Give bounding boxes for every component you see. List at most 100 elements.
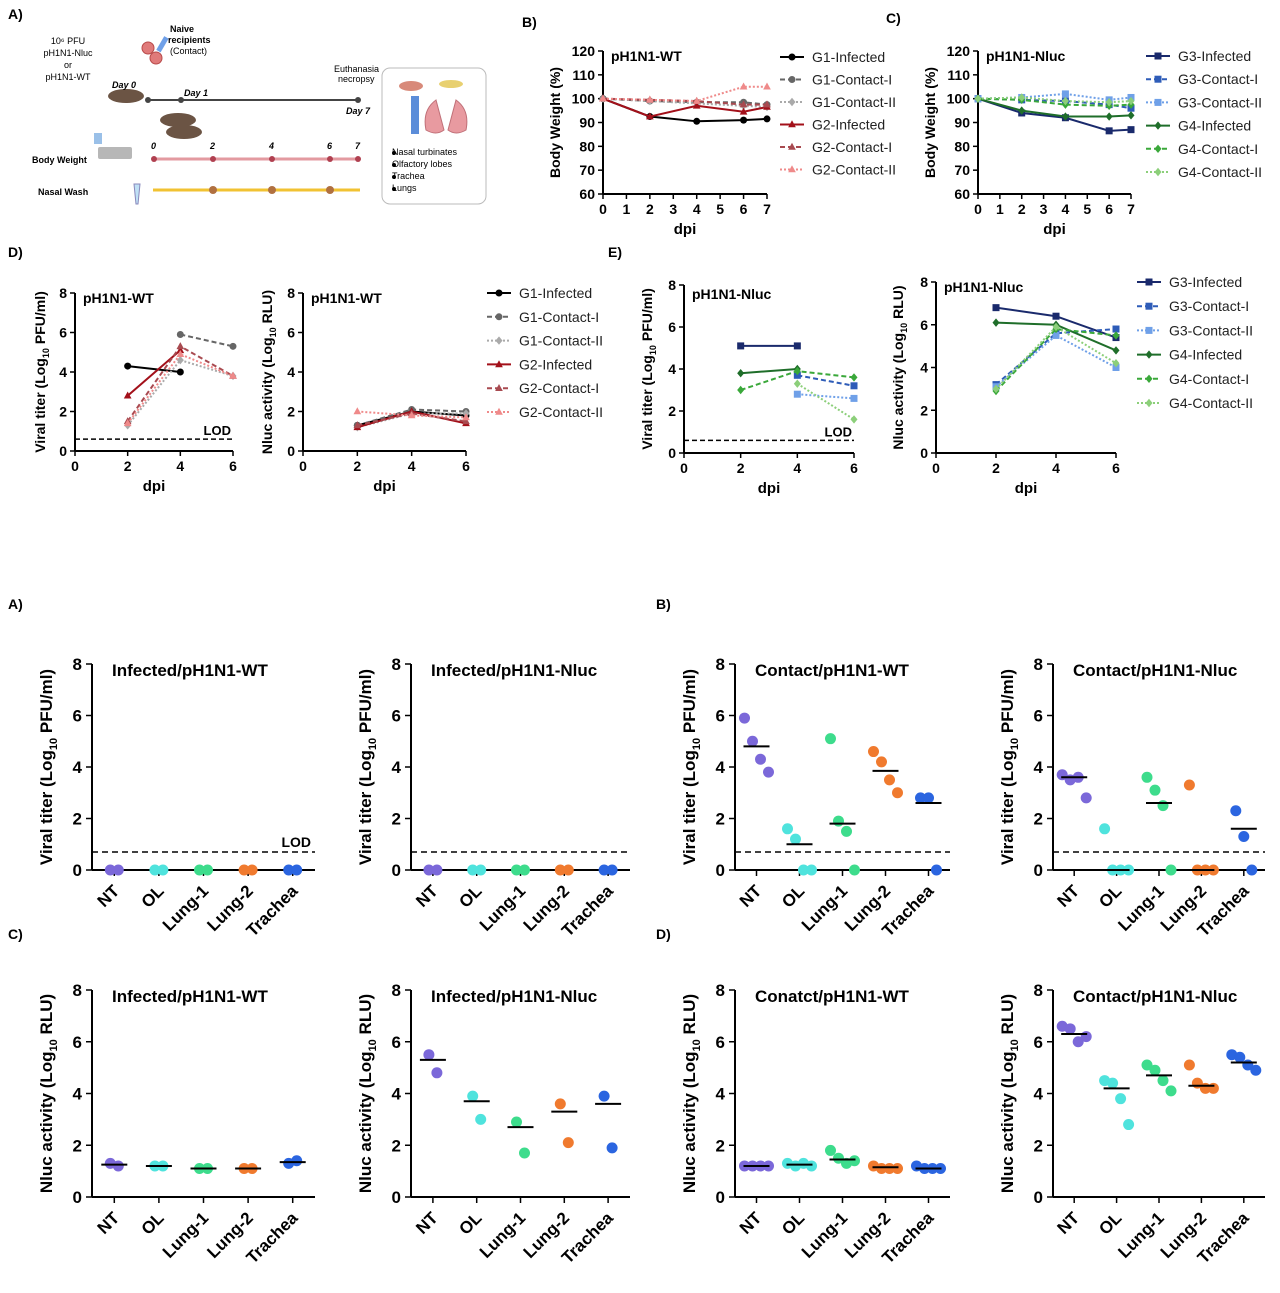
legend-label: G2-Infected (519, 356, 592, 372)
x-tick-label: 0 (299, 458, 307, 474)
data-point (1149, 1064, 1161, 1076)
data-point (1246, 864, 1258, 876)
data-point (123, 391, 132, 399)
naive-label: Naive (170, 24, 195, 34)
y-tick-label: 8 (287, 285, 295, 301)
nasal-wash-dots (209, 186, 334, 194)
x-tick-label: 2 (992, 460, 1000, 476)
y-tick-label: 70 (954, 162, 970, 178)
y-tick-label: 8 (73, 981, 82, 1000)
necropsy-label: necropsy (338, 74, 375, 84)
y-tick-label: 4 (73, 1085, 83, 1104)
y-tick-label: 100 (572, 91, 596, 107)
data-point (850, 382, 858, 390)
data-point (1112, 364, 1120, 371)
y-tick-label: 80 (954, 138, 970, 154)
series-line (995, 325, 1117, 390)
data-point (1157, 800, 1169, 812)
y-tick-label: 4 (716, 1085, 726, 1104)
series-line (977, 96, 1132, 104)
y-axis-label: Viral titer (Log10 PFU/ml) (680, 669, 703, 865)
data-point (1080, 1031, 1092, 1043)
virus1-label: pH1N1-Nluc (43, 48, 93, 58)
data-point (562, 1137, 574, 1149)
y-tick-label: 70 (579, 162, 595, 178)
tp-7: 7 (355, 141, 361, 151)
chart-title: pH1N1-WT (83, 290, 154, 306)
data-point (1105, 112, 1113, 121)
data-point (788, 53, 796, 61)
data-point (763, 115, 771, 123)
data-point (1061, 90, 1069, 98)
panel-label-a-bottom: A) (8, 596, 23, 612)
data-point (1080, 792, 1092, 804)
data-point (806, 1160, 817, 1172)
x-tick-label: 6 (850, 460, 858, 476)
series-line (127, 349, 181, 397)
data-point (740, 116, 748, 124)
legend: G1-Infected G1-Contact-I G1-Contact-II G2-I… (487, 285, 603, 420)
data-point (884, 774, 895, 786)
data-point (1127, 126, 1135, 134)
x-tick-label: OL (1095, 881, 1125, 911)
data-point (793, 390, 801, 398)
chart-title: Contact/pH1N1-Nluc (1073, 987, 1237, 1006)
series-g4-contact-ii (793, 379, 858, 424)
series-g2-contact-ii (123, 350, 237, 427)
x-tick-label: 4 (1062, 201, 1070, 217)
chart-B: 60 70 80 90 100 110 120 0 1 2 3 4 5 6 7 dpi Body Weight … (547, 43, 896, 238)
data-point (475, 864, 487, 876)
data-point (149, 864, 161, 876)
tp-0: 0 (151, 141, 157, 151)
data-point (825, 1144, 836, 1156)
x-tick-label: NT (1054, 1208, 1084, 1238)
chart-C2-1: 0 2 4 6 8 Nluc activity (Log10 RLU) Infected/p… (37, 981, 315, 1267)
y-tick-label: 0 (73, 861, 82, 880)
data-point (763, 766, 774, 778)
y-tick-label: 2 (59, 404, 67, 420)
y-tick-label: 8 (716, 981, 725, 1000)
x-tick-label: 6 (462, 458, 470, 474)
y-tick-label: 6 (716, 1033, 725, 1052)
data-point (992, 318, 1000, 327)
chart-E-titer: 0 2 4 6 8 0 2 4 6 dpi Viral titer (Log10 PFU/ml) pH… (639, 277, 858, 497)
data-point (176, 330, 184, 338)
y-tick-label: 6 (392, 707, 401, 726)
data-point (841, 825, 852, 837)
data-point (495, 407, 503, 415)
x-tick-label: 2 (646, 201, 654, 217)
data-point (423, 1049, 435, 1061)
chart-C2-2: 0 2 4 6 8 Nluc activity (Log10 RLU) Infected/p… (356, 981, 630, 1267)
body-weight-label: Body Weight (32, 155, 87, 165)
data-point (850, 415, 858, 424)
data-point (467, 1090, 479, 1102)
data-point (833, 815, 844, 827)
series-line (126, 358, 234, 426)
virus2-label: pH1N1-WT (45, 72, 91, 82)
y-tick-label: 2 (668, 403, 676, 419)
series-line (995, 327, 1117, 392)
data-point (238, 864, 250, 876)
series-g2-contact-ii (353, 407, 470, 421)
x-tick-label: OL (778, 881, 808, 911)
nasal-turbinate-icon (399, 81, 423, 91)
data-point (462, 417, 470, 425)
y-axis-label: Nluc activity (Log10 RLU) (890, 285, 909, 449)
legend-label: G1-Contact-II (812, 94, 896, 110)
y-tick-label: 120 (947, 43, 971, 59)
chart-title: Infected/pH1N1-WT (112, 987, 268, 1006)
x-tick-label: 2 (124, 458, 132, 474)
legend-label: G1-Contact-II (519, 333, 603, 349)
x-axis-label: dpi (143, 478, 166, 495)
legend: G3-Infected G3-Contact-I G3-Contact-II G4-I… (1146, 48, 1262, 180)
data-point (1154, 144, 1162, 153)
data-point (423, 864, 435, 876)
data-point (431, 1067, 443, 1079)
data-point (495, 289, 503, 297)
data-point (104, 864, 116, 876)
y-axis-label: Viral titer (Log10 PFU/ml) (32, 291, 51, 453)
data-point (763, 100, 771, 108)
data-point (229, 342, 237, 350)
y-tick-label: 8 (73, 655, 82, 674)
panel-label-c-bottom: C) (8, 926, 23, 942)
